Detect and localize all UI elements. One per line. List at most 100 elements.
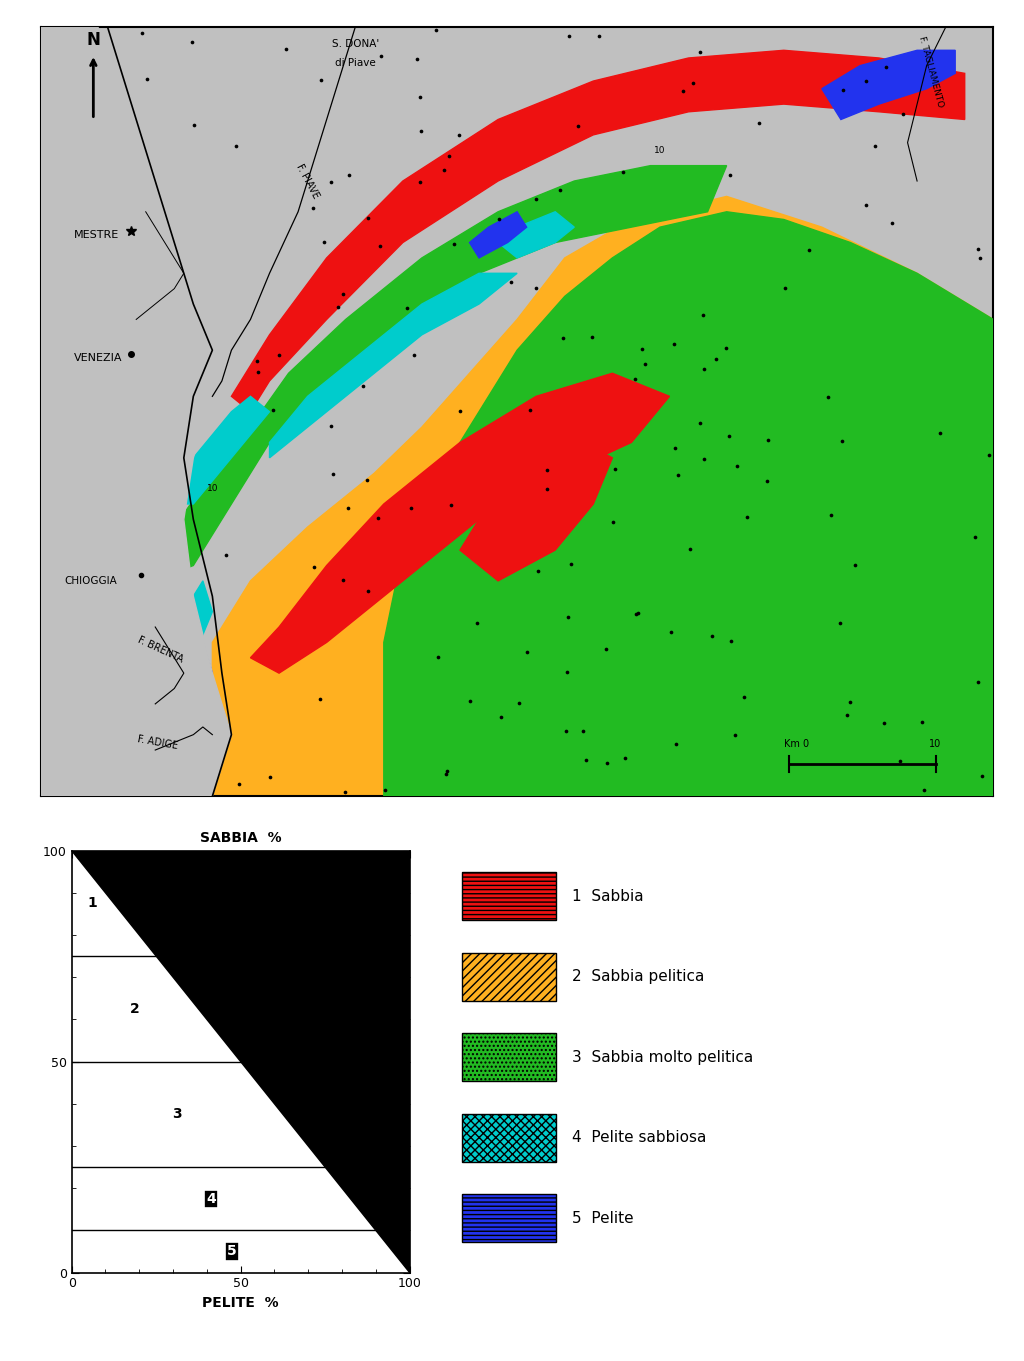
Point <box>265 399 282 421</box>
Polygon shape <box>822 50 955 120</box>
Text: 10: 10 <box>207 485 218 493</box>
Point <box>630 602 646 623</box>
Point <box>727 724 743 746</box>
Polygon shape <box>145 642 212 720</box>
Text: Km 0: Km 0 <box>783 739 809 749</box>
Point <box>552 180 568 201</box>
Point <box>521 399 538 421</box>
Point <box>605 512 622 534</box>
Point <box>591 24 607 46</box>
Point <box>616 747 633 769</box>
Point <box>529 559 546 581</box>
Point <box>340 165 356 186</box>
Point <box>668 734 684 755</box>
Text: 5: 5 <box>227 1244 238 1259</box>
Point <box>540 459 556 480</box>
Point <box>413 120 429 142</box>
Polygon shape <box>384 212 993 796</box>
Text: 4  Pelite sabbiosa: 4 Pelite sabbiosa <box>572 1130 707 1146</box>
Polygon shape <box>498 212 574 259</box>
Point <box>561 26 578 48</box>
Point <box>359 580 376 602</box>
Point <box>330 297 346 318</box>
Point <box>440 146 457 167</box>
Point <box>462 690 478 712</box>
Point <box>428 19 444 41</box>
Point <box>835 430 851 452</box>
Point <box>723 630 739 652</box>
Point <box>759 470 775 491</box>
Bar <box>462 953 556 1000</box>
Point <box>563 553 580 574</box>
Text: VENEZIA: VENEZIA <box>75 352 123 363</box>
Polygon shape <box>460 442 612 581</box>
Text: 2  Sabbia pelitica: 2 Sabbia pelitica <box>572 969 705 984</box>
Point <box>692 412 709 434</box>
Text: F. ADIGE: F. ADIGE <box>136 734 178 751</box>
Point <box>970 238 986 260</box>
Polygon shape <box>251 373 670 674</box>
Text: 3  Sabbia molto pelitica: 3 Sabbia molto pelitica <box>572 1049 754 1064</box>
Point <box>325 463 341 485</box>
Point <box>729 455 745 476</box>
Point <box>675 80 691 102</box>
Polygon shape <box>612 350 993 796</box>
Point <box>323 415 339 437</box>
Polygon shape <box>72 851 410 1273</box>
Point <box>335 283 351 305</box>
Point <box>634 338 650 359</box>
Text: 1  Sabbia: 1 Sabbia <box>572 889 644 904</box>
Point <box>412 171 428 193</box>
Point <box>271 344 288 366</box>
Point <box>970 671 986 693</box>
Point <box>916 780 933 802</box>
Point <box>527 276 544 298</box>
Text: F. PIAVE: F. PIAVE <box>294 162 321 200</box>
Text: MESTRE: MESTRE <box>75 230 120 240</box>
Point <box>835 79 851 101</box>
Point <box>559 660 575 682</box>
Bar <box>462 953 556 1000</box>
Point <box>503 271 519 293</box>
Point <box>133 22 150 44</box>
Point <box>695 304 712 325</box>
Point <box>739 506 756 528</box>
Point <box>967 527 983 548</box>
Polygon shape <box>156 427 269 581</box>
Point <box>722 165 738 186</box>
Point <box>839 704 855 725</box>
Point <box>539 478 555 499</box>
Point <box>377 780 393 802</box>
Point <box>696 358 713 380</box>
Point <box>445 233 462 255</box>
Point <box>981 444 997 465</box>
Point <box>453 400 469 422</box>
Point <box>637 352 653 374</box>
Point <box>409 48 425 69</box>
Text: 5  Pelite: 5 Pelite <box>572 1211 634 1226</box>
Point <box>578 749 594 770</box>
Point <box>438 762 455 784</box>
Text: 3: 3 <box>172 1108 182 1121</box>
Point <box>435 159 452 181</box>
Point <box>696 448 713 470</box>
Point <box>305 197 322 219</box>
Point <box>831 612 848 634</box>
Point <box>262 766 279 788</box>
X-axis label: PELITE  %: PELITE % <box>203 1296 279 1309</box>
Text: 4: 4 <box>206 1192 216 1206</box>
Point <box>776 278 793 299</box>
Polygon shape <box>212 196 993 796</box>
Point <box>705 625 721 646</box>
Point <box>842 691 858 713</box>
Point <box>139 68 156 90</box>
Polygon shape <box>174 396 269 504</box>
Point <box>892 750 908 772</box>
Point <box>884 212 900 234</box>
Bar <box>462 1113 556 1162</box>
Point <box>528 188 545 210</box>
Point <box>373 45 389 67</box>
Point <box>412 86 428 108</box>
Point <box>305 555 322 577</box>
Point <box>230 773 247 795</box>
